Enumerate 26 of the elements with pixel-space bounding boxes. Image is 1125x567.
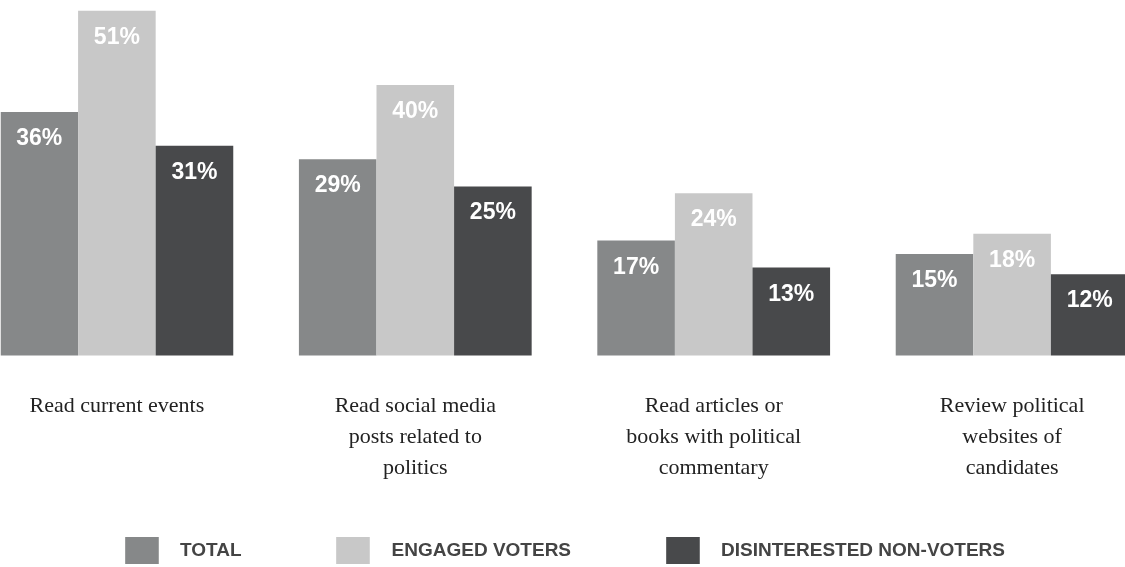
data-label: 15%: [911, 266, 958, 293]
x-tick-label: Read current events: [29, 391, 205, 417]
legend-label: TOTAL: [179, 539, 242, 561]
x-tick-label: Read articles or books with political commentary: [626, 391, 802, 479]
bar: [454, 186, 532, 356]
bar: [0, 111, 79, 356]
bar: [973, 233, 1051, 356]
legend-label: ENGAGED VOTERS: [391, 539, 572, 561]
legend-label: DISINTERESTED NON-VOTERS: [721, 539, 1006, 561]
bar: [597, 240, 675, 356]
bar: [155, 145, 234, 356]
bar: [674, 193, 753, 356]
data-label: 17%: [613, 252, 660, 279]
data-label: 36%: [16, 123, 63, 150]
data-label: 31%: [171, 157, 218, 184]
data-label: 13%: [768, 279, 815, 306]
bar: [78, 10, 156, 356]
x-tick-label: Read social media posts related to politics: [334, 391, 497, 479]
data-label: 25%: [469, 198, 516, 225]
bar: [895, 254, 974, 356]
data-label: 29%: [314, 171, 361, 198]
bar: [376, 84, 455, 356]
bar: [298, 159, 377, 356]
bar: [752, 267, 831, 356]
data-label: 12%: [1066, 286, 1113, 313]
x-tick-label: Review political websites of candidates: [939, 391, 1085, 479]
